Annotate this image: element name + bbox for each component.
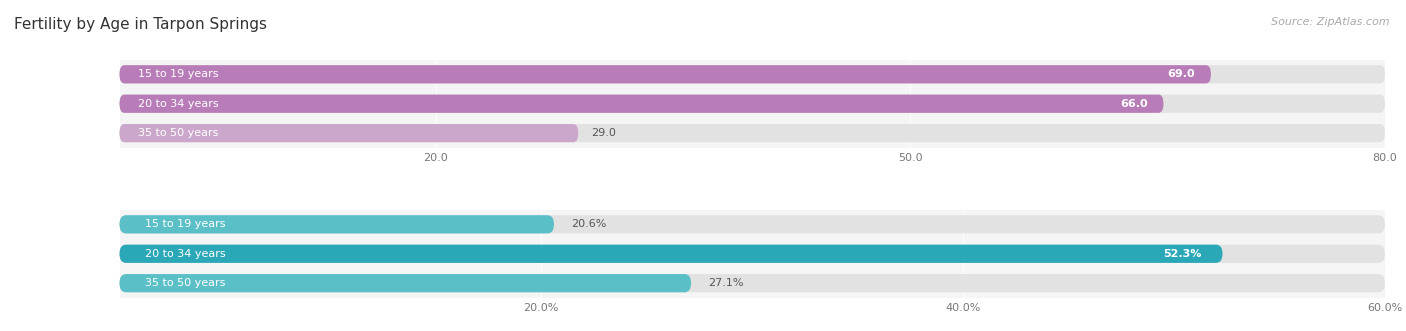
Text: 20 to 34 years: 20 to 34 years: [145, 249, 225, 259]
Text: 15 to 19 years: 15 to 19 years: [145, 219, 225, 229]
FancyBboxPatch shape: [120, 65, 1385, 83]
FancyBboxPatch shape: [120, 65, 1211, 83]
FancyBboxPatch shape: [120, 95, 1385, 113]
Text: 20 to 34 years: 20 to 34 years: [139, 99, 219, 109]
Text: Source: ZipAtlas.com: Source: ZipAtlas.com: [1271, 17, 1389, 26]
FancyBboxPatch shape: [120, 274, 1385, 292]
FancyBboxPatch shape: [120, 95, 1164, 113]
FancyBboxPatch shape: [120, 215, 554, 233]
FancyBboxPatch shape: [120, 215, 1385, 233]
Text: 35 to 50 years: 35 to 50 years: [145, 278, 225, 288]
Text: 66.0: 66.0: [1121, 99, 1147, 109]
FancyBboxPatch shape: [120, 124, 1385, 142]
Text: 15 to 19 years: 15 to 19 years: [139, 69, 219, 79]
Text: 69.0: 69.0: [1167, 69, 1195, 79]
FancyBboxPatch shape: [120, 245, 1222, 263]
Text: 27.1%: 27.1%: [709, 278, 744, 288]
Text: 29.0: 29.0: [591, 128, 616, 138]
Text: Fertility by Age in Tarpon Springs: Fertility by Age in Tarpon Springs: [14, 17, 267, 31]
Text: 35 to 50 years: 35 to 50 years: [139, 128, 219, 138]
Text: 52.3%: 52.3%: [1163, 249, 1201, 259]
FancyBboxPatch shape: [120, 124, 578, 142]
FancyBboxPatch shape: [120, 245, 1385, 263]
Text: 20.6%: 20.6%: [571, 219, 606, 229]
FancyBboxPatch shape: [120, 274, 692, 292]
